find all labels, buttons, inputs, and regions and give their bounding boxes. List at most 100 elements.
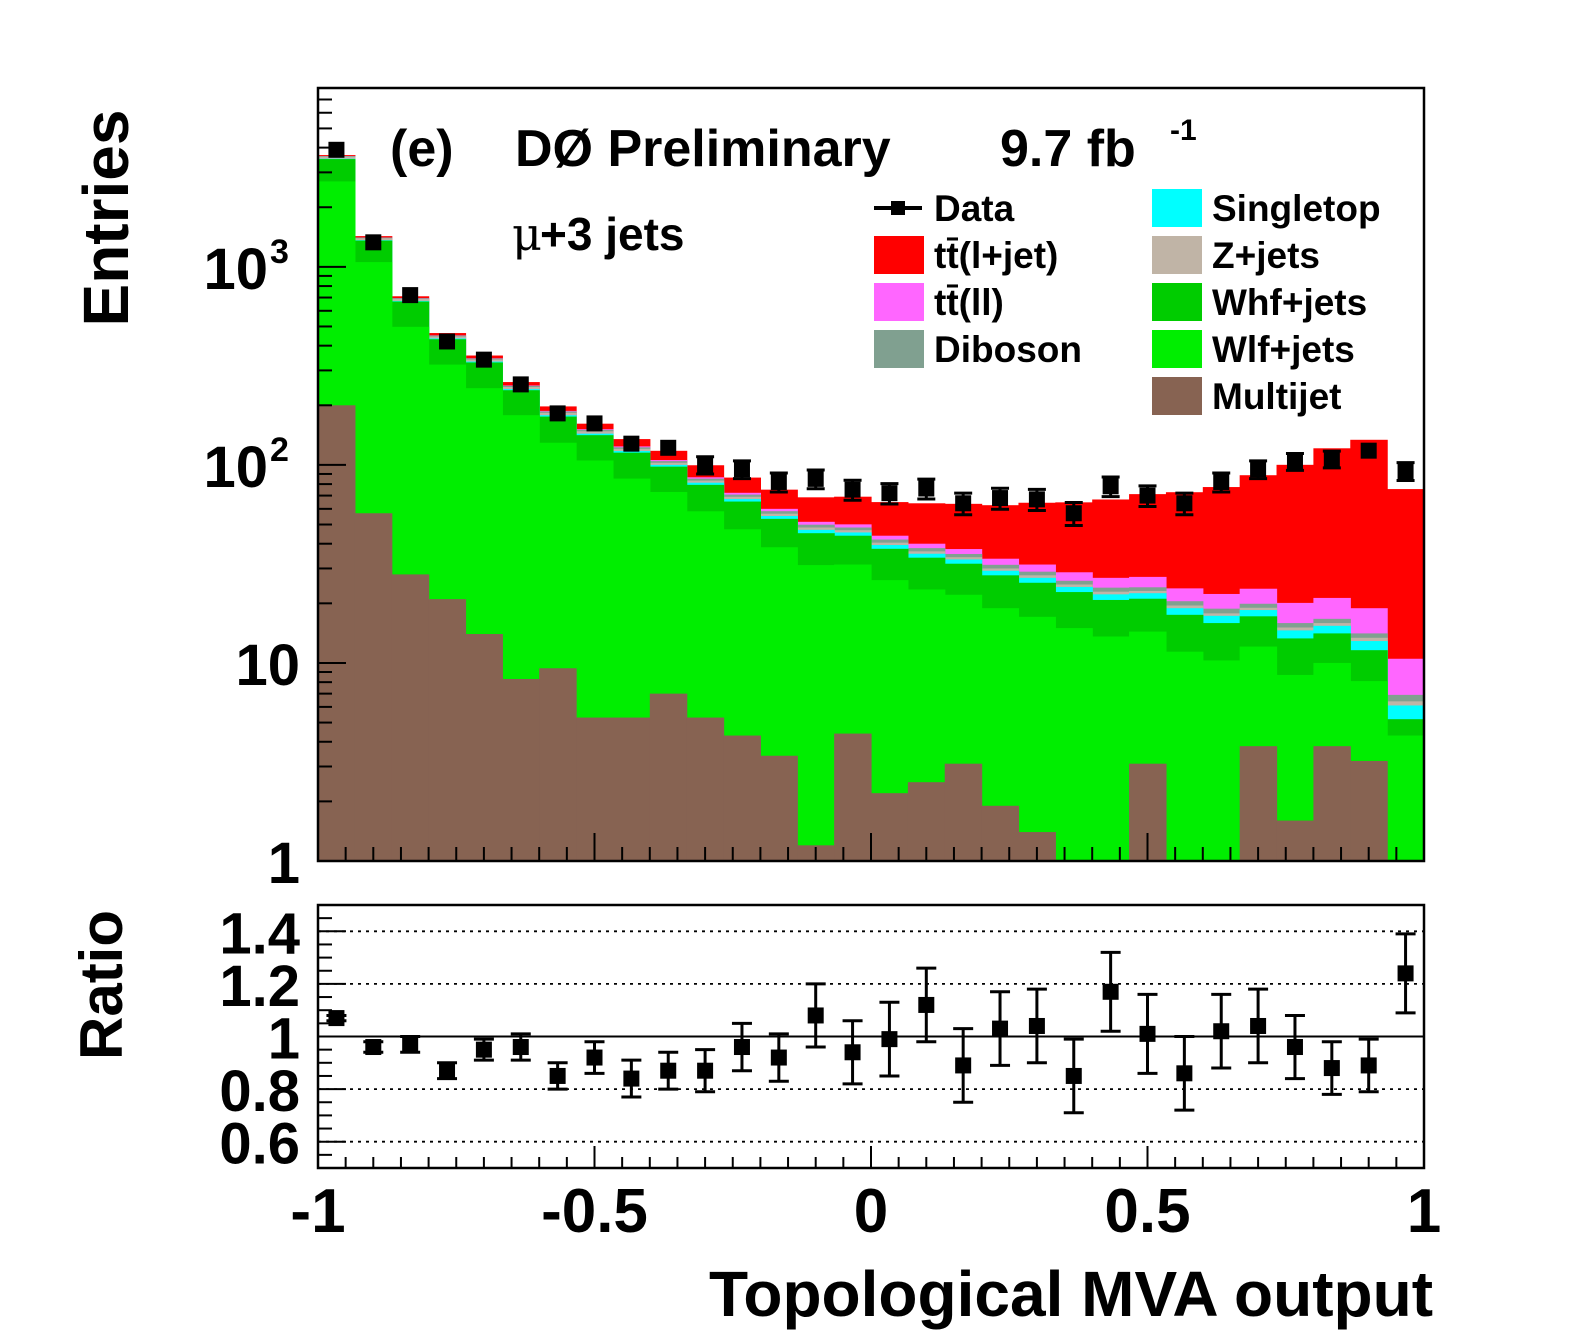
ratio-point [549, 1067, 566, 1084]
bar-multijet-11 [723, 735, 761, 861]
legend-label: Diboson [934, 329, 1082, 370]
experiment-label: DØ Preliminary [515, 120, 891, 178]
bar-multijet-18 [981, 805, 1020, 861]
legend-data-marker [891, 201, 905, 215]
legend-label: Singletop [1212, 188, 1381, 229]
x-tick-label: -1 [290, 1177, 345, 1246]
ratio-point [1397, 965, 1414, 982]
legend-swatch [874, 236, 924, 274]
data-point [733, 461, 750, 478]
legend: Data tt̄(l+jet) tt̄(ll) Diboson Singletop Z+j… [874, 188, 1381, 417]
ratio-point [1065, 1067, 1082, 1084]
ratio-point [1323, 1060, 1340, 1077]
bar-multijet-25 [1239, 746, 1278, 861]
channel-label: +3 jets [540, 208, 685, 260]
legend-label: Data [934, 188, 1015, 229]
ratio-point [1139, 1025, 1156, 1042]
bar-multijet-12 [760, 755, 798, 861]
bar-multijet-26 [1276, 820, 1314, 861]
bar-multijet-6 [539, 668, 577, 861]
data-point [1028, 491, 1045, 508]
data-point [1213, 473, 1230, 490]
data-point [1360, 442, 1377, 459]
ratio-y-tick-labels: 0.60.811.21.4 [219, 901, 300, 1176]
data-point [807, 470, 824, 487]
bar-multijet-15 [871, 793, 909, 861]
data-point [1102, 478, 1119, 495]
ratio-point [697, 1062, 714, 1079]
data-point [844, 481, 861, 498]
data-point [697, 456, 714, 473]
data-point [365, 234, 382, 251]
ratio-gridlines [318, 930, 1424, 1143]
ratio-point [1360, 1057, 1377, 1074]
ratio-plot-frame [316, 903, 1426, 1170]
ratio-point [992, 1020, 1009, 1037]
ratio-axis-ticks [317, 917, 1425, 1168]
ratio-point [1028, 1017, 1045, 1034]
ratio-point [586, 1049, 603, 1066]
data-point [770, 473, 787, 490]
bar-wlf-jets-21 [1092, 636, 1130, 861]
ratio-point [770, 1049, 787, 1066]
ratio-point [733, 1039, 750, 1056]
ratio-tick-label: 0.6 [219, 1112, 300, 1177]
bar-multijet-28 [1350, 760, 1388, 861]
data-point [955, 495, 972, 512]
bar-multijet-9 [649, 693, 688, 861]
x-tick-label: 0.5 [1104, 1177, 1190, 1246]
data-point [992, 490, 1009, 507]
y-tick-label: 10 [203, 237, 268, 302]
x-tick-label: -0.5 [541, 1177, 648, 1246]
y-tick-label: 1 [268, 831, 300, 896]
data-point [1286, 453, 1303, 470]
data-point [918, 480, 935, 497]
y-tick-exponent: 3 [270, 233, 289, 271]
bar-multijet-27 [1313, 746, 1351, 861]
bar-multijet-0 [318, 405, 356, 861]
legend-swatch [1152, 377, 1202, 415]
ratio-point [1176, 1065, 1193, 1082]
bar-multijet-5 [502, 678, 540, 861]
data-point [660, 439, 677, 456]
data-point [1250, 461, 1267, 478]
ratio-point [402, 1036, 419, 1053]
ratio-point [623, 1070, 640, 1087]
data-point [1139, 487, 1156, 504]
ratio-point [881, 1031, 898, 1048]
data-point [475, 351, 492, 368]
legend-swatch [1152, 189, 1202, 227]
ratio-panel: 0.60.811.21.4 [219, 901, 1426, 1177]
x-tick-label: 1 [1407, 1177, 1441, 1246]
y-tick-label: 10 [235, 633, 300, 698]
ratio-point [475, 1041, 492, 1058]
luminosity-label: 9.7 fb [1000, 120, 1136, 178]
ratio-tick-label: 0.8 [219, 1059, 300, 1124]
main-plot-frame [316, 86, 1426, 863]
bar-multijet-17 [944, 763, 983, 861]
data-point [1397, 463, 1414, 480]
ratio-tick-label: 1.2 [219, 954, 300, 1019]
y-tick-label: 10 [203, 435, 268, 500]
data-point [586, 415, 603, 432]
bar-wlf-jets-19 [1018, 616, 1056, 861]
x-tick-label: 0 [854, 1177, 888, 1246]
legend-swatch [1152, 236, 1202, 274]
ratio-point [807, 1007, 824, 1024]
legend-swatch [1152, 330, 1202, 368]
legend-label: Wlf+jets [1212, 329, 1355, 370]
bar-wlf-jets-13 [797, 565, 835, 861]
ratio-points [326, 932, 1416, 1115]
bar-multijet-2 [391, 574, 430, 861]
bar-wlf-jets-20 [1055, 628, 1093, 861]
legend-label: Whf+jets [1212, 282, 1367, 323]
x-tick-labels: -1 -0.5 0 0.5 1 [290, 1177, 1441, 1246]
data-point [1065, 505, 1082, 522]
ratio-axis-title: Ratio [68, 910, 135, 1060]
data-point [328, 141, 345, 158]
ratio-point [1286, 1039, 1303, 1056]
ratio-point [439, 1062, 456, 1079]
